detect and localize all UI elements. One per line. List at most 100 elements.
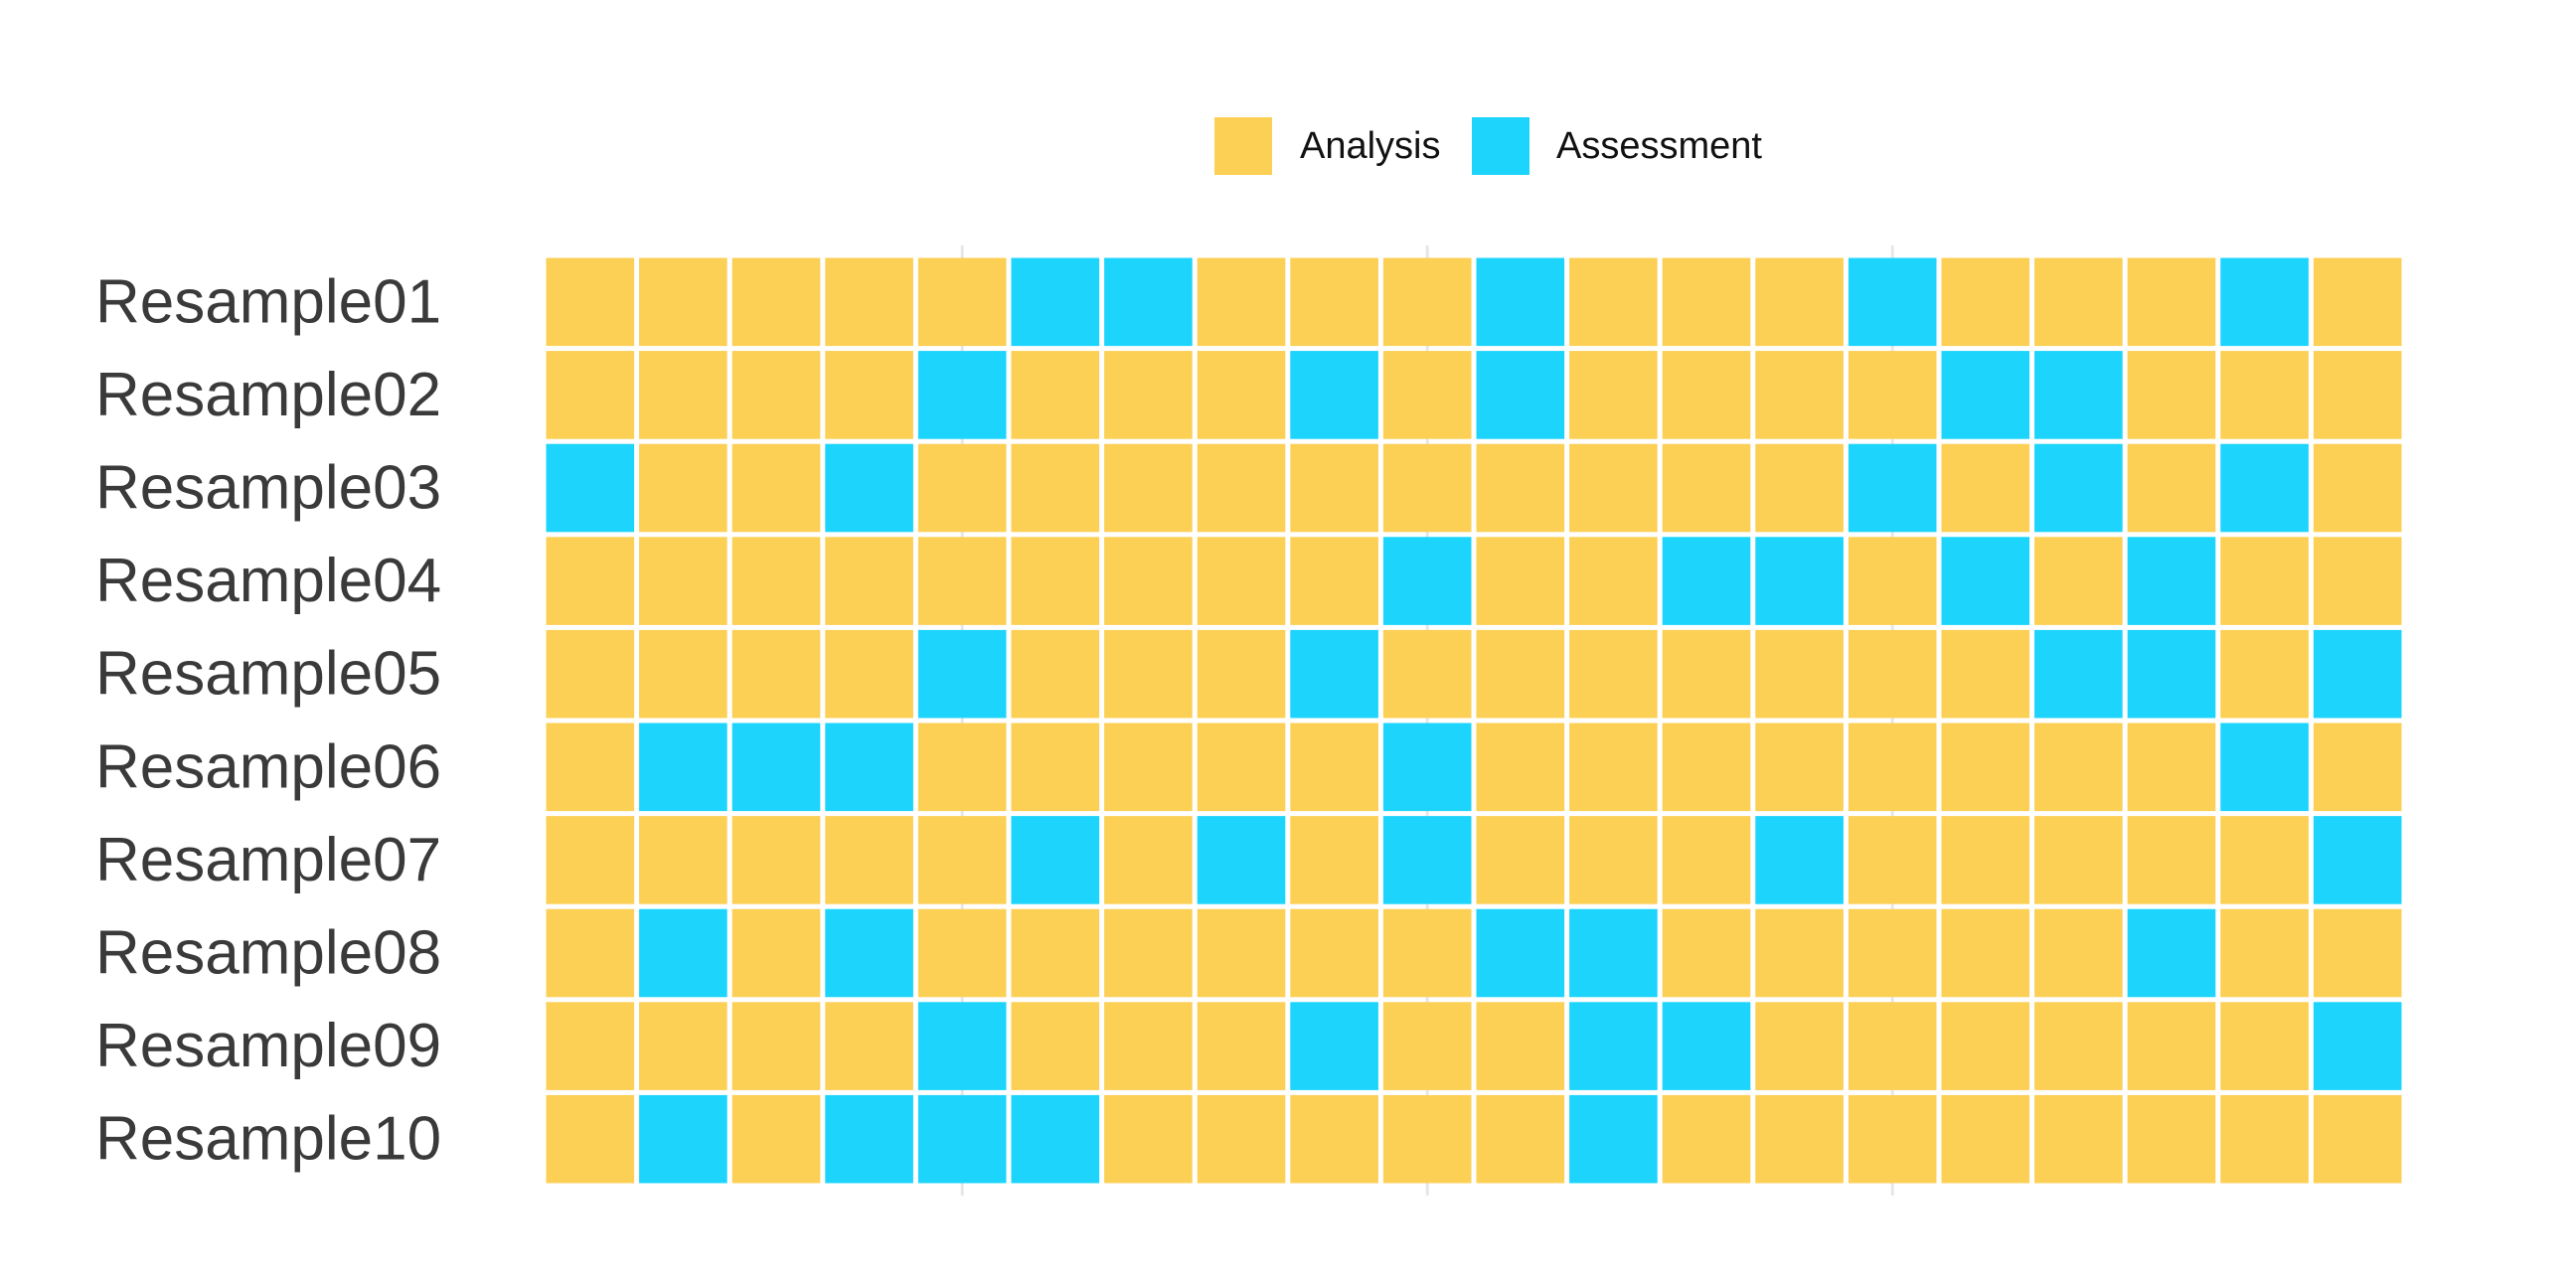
- cell-analysis: [1197, 537, 1286, 625]
- cell-analysis: [2034, 816, 2123, 904]
- cell-analysis: [1569, 351, 1658, 439]
- row-label: Resample01: [95, 267, 441, 336]
- cell-analysis: [1197, 629, 1286, 719]
- cell-assessment: [1941, 537, 2030, 625]
- cell-assessment: [825, 723, 913, 812]
- cell-analysis: [639, 816, 727, 904]
- cell-analysis: [546, 816, 635, 904]
- cell-analysis: [1569, 723, 1658, 812]
- cell-assessment: [917, 351, 1007, 439]
- legend-label-assessment: Assessment: [1556, 125, 1762, 167]
- cell-analysis: [1382, 257, 1472, 347]
- cell-analysis: [1755, 629, 1844, 719]
- cell-assessment: [1382, 723, 1472, 812]
- cell-analysis: [1662, 443, 1751, 533]
- cell-analysis: [2220, 908, 2309, 998]
- cell-analysis: [1662, 723, 1751, 812]
- cell-assessment: [1941, 351, 2030, 439]
- cell-analysis: [1941, 1094, 2030, 1184]
- cell-analysis: [1941, 1002, 2030, 1090]
- cell-analysis: [546, 908, 635, 998]
- cell-analysis: [917, 908, 1007, 998]
- cell-analysis: [546, 257, 635, 347]
- cell-analysis: [1941, 629, 2030, 719]
- cell-analysis: [1848, 723, 1937, 812]
- cell-analysis: [1755, 443, 1844, 533]
- cell-assessment: [2313, 1002, 2402, 1090]
- cell-assessment: [1848, 443, 1937, 533]
- cell-analysis: [1569, 257, 1658, 347]
- cell-analysis: [639, 629, 727, 719]
- cell-analysis: [1197, 1094, 1286, 1184]
- cell-assessment: [1662, 537, 1751, 625]
- cell-analysis: [1755, 1094, 1844, 1184]
- cell-analysis: [1382, 443, 1472, 533]
- cell-analysis: [1104, 537, 1193, 625]
- cell-analysis: [1382, 1002, 1472, 1090]
- legend-label-analysis: Analysis: [1300, 125, 1441, 167]
- cell-analysis: [1662, 629, 1751, 719]
- cell-analysis: [2127, 443, 2216, 533]
- cell-analysis: [1011, 537, 1100, 625]
- cell-analysis: [2313, 723, 2402, 812]
- cell-assessment: [2127, 908, 2216, 998]
- row-label: Resample09: [95, 1012, 441, 1080]
- cell-analysis: [1662, 908, 1751, 998]
- cell-analysis: [1476, 443, 1565, 533]
- cell-assessment: [2034, 351, 2123, 439]
- cell-analysis: [731, 629, 821, 719]
- cell-assessment: [2313, 816, 2402, 904]
- cell-analysis: [2127, 257, 2216, 347]
- cell-analysis: [2034, 723, 2123, 812]
- cell-analysis: [731, 257, 821, 347]
- cell-analysis: [1382, 351, 1472, 439]
- cell-analysis: [1011, 629, 1100, 719]
- cell-assessment: [1011, 1094, 1100, 1184]
- cell-analysis: [1290, 257, 1378, 347]
- cell-analysis: [1848, 1002, 1937, 1090]
- cell-assessment: [639, 908, 727, 998]
- cell-analysis: [917, 816, 1007, 904]
- legend: Analysis Assessment: [1214, 117, 1762, 175]
- cell-analysis: [1848, 1094, 1937, 1184]
- row-label: Resample08: [95, 919, 441, 988]
- cell-analysis: [1290, 908, 1378, 998]
- cell-analysis: [639, 257, 727, 347]
- cell-analysis: [1290, 816, 1378, 904]
- cell-analysis: [2220, 351, 2309, 439]
- cell-analysis: [2034, 1094, 2123, 1184]
- cell-analysis: [917, 537, 1007, 625]
- cell-analysis: [1104, 443, 1193, 533]
- cell-analysis: [2127, 1002, 2216, 1090]
- row-labels: Resample01 Resample02 Resample03 Resample04…: [95, 267, 441, 1173]
- cell-analysis: [2034, 537, 2123, 625]
- cell-assessment: [2313, 629, 2402, 719]
- cell-analysis: [1941, 908, 2030, 998]
- cell-analysis: [2220, 816, 2309, 904]
- cell-analysis: [2127, 723, 2216, 812]
- cell-analysis: [2127, 351, 2216, 439]
- cell-assessment: [2034, 443, 2123, 533]
- cell-assessment: [2220, 443, 2309, 533]
- row-label: Resample07: [95, 826, 441, 894]
- row-label: Resample02: [95, 361, 441, 429]
- cell-analysis: [731, 908, 821, 998]
- cell-assessment: [825, 908, 913, 998]
- cell-analysis: [1662, 351, 1751, 439]
- cell-analysis: [1476, 1002, 1565, 1090]
- cell-analysis: [1569, 537, 1658, 625]
- cell-assessment: [1382, 537, 1472, 625]
- cell-analysis: [1011, 908, 1100, 998]
- cell-assessment: [2220, 723, 2309, 812]
- cell-analysis: [1569, 629, 1658, 719]
- cell-analysis: [1941, 816, 2030, 904]
- cell-analysis: [731, 1002, 821, 1090]
- cell-assessment: [1290, 629, 1378, 719]
- cell-analysis: [1290, 723, 1378, 812]
- cell-analysis: [1197, 1002, 1286, 1090]
- cell-analysis: [1848, 908, 1937, 998]
- cell-analysis: [1662, 1094, 1751, 1184]
- cell-analysis: [1848, 816, 1937, 904]
- cell-analysis: [1476, 1094, 1565, 1184]
- cell-analysis: [2220, 1094, 2309, 1184]
